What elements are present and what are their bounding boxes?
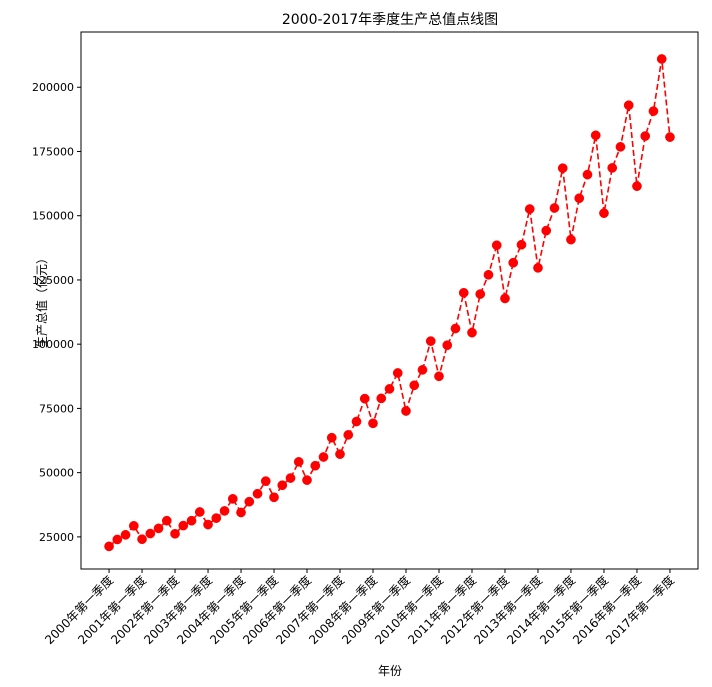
data-point [557,163,568,174]
data-point [310,460,321,471]
data-point [170,528,180,539]
data-point [318,452,329,462]
x-axis-label: 年份 [378,664,402,678]
data-point [467,327,477,338]
y-tick-label: 150000 [32,210,74,223]
data-point [219,506,230,516]
data-point [384,384,395,394]
data-point [194,507,205,517]
data-point [615,142,626,152]
y-tick-label: 125000 [32,274,74,287]
data-point [648,106,659,116]
data-point [293,457,304,467]
data-point [252,488,263,499]
data-point [203,519,213,530]
data-point [137,534,147,545]
data-point [500,293,510,304]
series-line [108,58,671,548]
data-point [450,323,461,334]
data-point [549,203,560,213]
data-point [640,131,651,141]
data-point [145,528,156,539]
data-point [104,541,114,552]
data-point [161,515,172,526]
data-point [623,100,634,111]
data-point [359,393,370,404]
data-point [236,507,246,518]
data-point [260,476,271,486]
series-layer [104,54,675,552]
data-point [417,365,428,375]
data-point [656,54,667,64]
data-point [335,449,345,459]
y-tick-label: 100000 [32,338,74,351]
data-point [227,494,238,504]
chart-title: 2000-2017年季度生产总值点线图 [282,12,498,28]
data-point [434,371,444,382]
y-tick-label: 175000 [32,145,74,158]
data-point [590,130,601,141]
data-point [326,432,337,443]
data-point [368,418,378,429]
data-point [516,239,527,250]
y-axis: 25000 50000 75000 100000 125000 150000 175000 2… [32,81,81,544]
data-point [128,520,139,531]
data-point [392,368,403,378]
plot-area-frame [80,31,699,570]
data-point [186,515,197,526]
data-point [178,520,189,531]
data-point [508,257,519,268]
data-point [277,480,288,491]
data-point [475,289,486,299]
data-point [244,496,255,507]
data-point [483,269,494,280]
data-point [409,380,420,391]
data-point [112,534,123,545]
y-tick-label: 75000 [39,402,74,415]
data-point [632,181,642,192]
data-point [269,492,279,503]
data-point [582,169,593,180]
data-point [425,336,436,346]
y-tick-label: 50000 [39,467,74,480]
data-point [351,416,362,427]
data-point [574,193,585,204]
data-point [491,240,502,251]
y-tick-label: 200000 [32,81,74,94]
y-axis-label: 生产总值（亿元） [34,252,49,348]
data-point [541,225,552,236]
data-point [533,263,543,273]
data-point [401,406,411,416]
data-point [524,204,535,214]
data-point [302,475,312,485]
data-point [285,473,296,483]
x-axis: 2000年第一季度2001年第一季度2002年第一季度2003年第一季度2004… [42,569,677,647]
data-point [607,163,618,173]
data-point [120,529,131,540]
data-point [343,430,354,440]
data-point [458,287,469,298]
data-point [599,208,609,218]
data-point [376,393,387,404]
data-point [442,340,453,351]
y-tick-label: 25000 [39,531,74,544]
data-point [665,132,675,142]
data-point [566,234,576,245]
data-point [153,523,164,534]
data-point [211,513,222,523]
